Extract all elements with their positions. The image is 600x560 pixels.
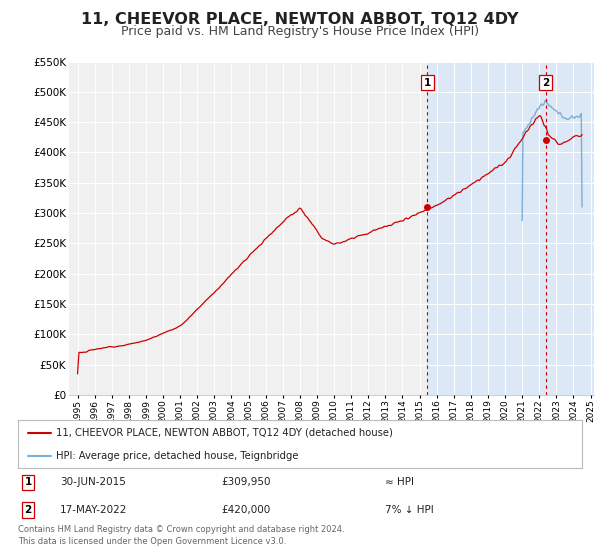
Text: Price paid vs. HM Land Registry's House Price Index (HPI): Price paid vs. HM Land Registry's House … (121, 25, 479, 38)
Text: 1: 1 (424, 78, 431, 88)
Text: 2: 2 (25, 505, 32, 515)
Text: 11, CHEEVOR PLACE, NEWTON ABBOT, TQ12 4DY: 11, CHEEVOR PLACE, NEWTON ABBOT, TQ12 4D… (81, 12, 519, 27)
Text: £309,950: £309,950 (221, 477, 271, 487)
Text: 7% ↓ HPI: 7% ↓ HPI (385, 505, 433, 515)
Text: 11, CHEEVOR PLACE, NEWTON ABBOT, TQ12 4DY (detached house): 11, CHEEVOR PLACE, NEWTON ABBOT, TQ12 4D… (56, 428, 393, 438)
Bar (427, 62, 594, 395)
Text: 2: 2 (542, 78, 549, 88)
Text: Contains HM Land Registry data © Crown copyright and database right 2024.
This d: Contains HM Land Registry data © Crown c… (18, 525, 344, 546)
Text: 1: 1 (25, 477, 32, 487)
Text: 17-MAY-2022: 17-MAY-2022 (60, 505, 128, 515)
Text: 30-JUN-2015: 30-JUN-2015 (60, 477, 126, 487)
Text: HPI: Average price, detached house, Teignbridge: HPI: Average price, detached house, Teig… (56, 451, 299, 461)
Text: ≈ HPI: ≈ HPI (385, 477, 413, 487)
Text: £420,000: £420,000 (221, 505, 270, 515)
